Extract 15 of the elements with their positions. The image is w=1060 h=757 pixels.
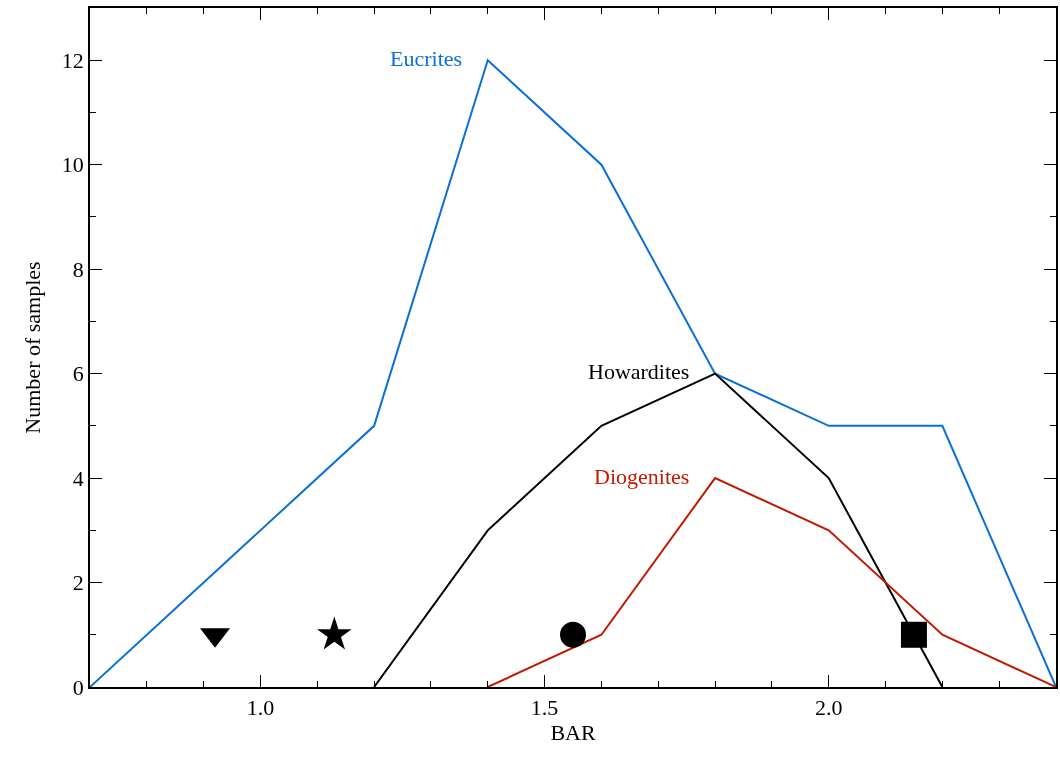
y-tick-label: 0: [72, 674, 84, 700]
y-tick-label: 10: [61, 152, 84, 178]
x-tick-label: 1.0: [246, 695, 275, 721]
y-tick-label: 4: [72, 465, 84, 491]
series-label: Eucrites: [390, 46, 463, 71]
x-axis-title: BAR: [550, 720, 596, 746]
series-label: Howardites: [588, 359, 690, 384]
series-label: Diogenites: [594, 464, 690, 489]
y-tick-label: 2: [72, 570, 84, 596]
y-tick-label: 6: [72, 361, 84, 387]
y-tick-label: 8: [72, 256, 84, 282]
y-axis-title: Number of samples: [20, 261, 46, 434]
y-tick-label: 12: [61, 47, 84, 73]
x-tick-label: 2.0: [814, 695, 843, 721]
x-tick-label: 1.5: [530, 695, 559, 721]
